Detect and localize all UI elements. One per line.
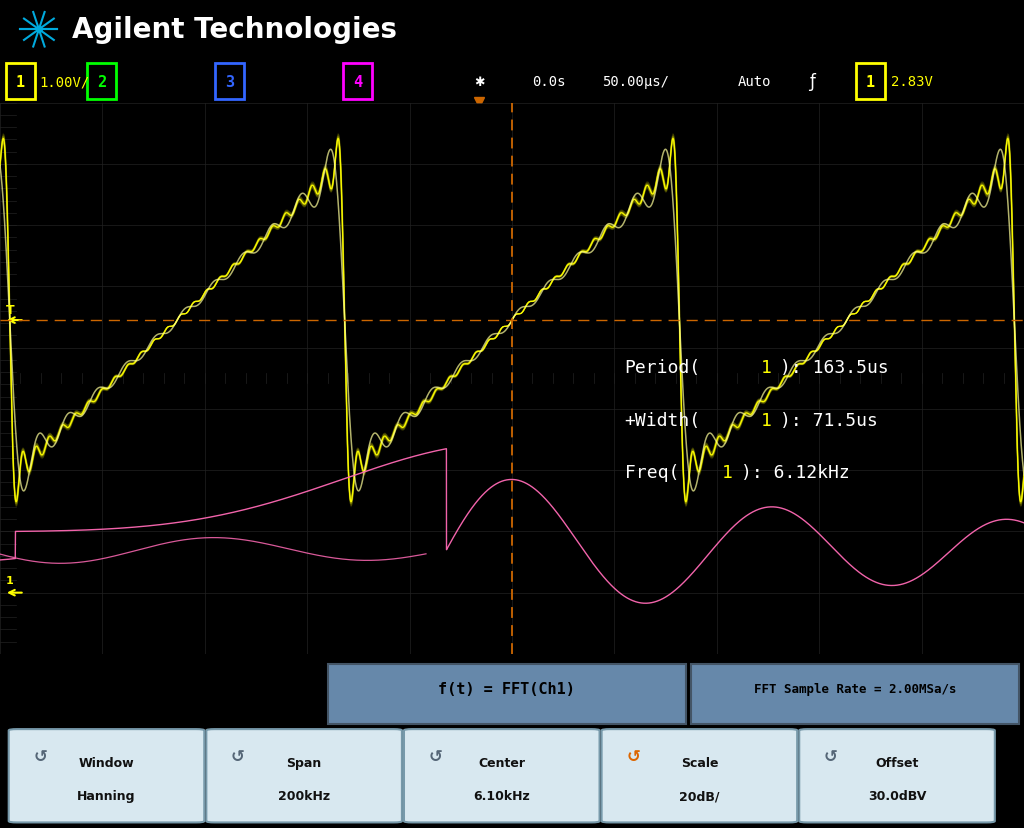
FancyBboxPatch shape [602, 729, 797, 822]
Text: 1.00V/: 1.00V/ [39, 75, 89, 89]
Text: 2.83V: 2.83V [891, 75, 933, 89]
Text: ↺: ↺ [34, 747, 47, 765]
Text: ƒ: ƒ [809, 73, 815, 91]
Text: Window: Window [79, 756, 134, 768]
FancyBboxPatch shape [403, 729, 599, 822]
Text: FRI JUN 29 11:41:11 2018: FRI JUN 29 11:41:11 2018 [753, 22, 1014, 39]
Text: +Width(: +Width( [625, 412, 700, 429]
FancyBboxPatch shape [799, 729, 995, 822]
FancyBboxPatch shape [87, 64, 116, 100]
FancyBboxPatch shape [206, 729, 401, 822]
Text: 2: 2 [97, 75, 105, 89]
FancyBboxPatch shape [328, 665, 686, 724]
Text: ): 6.12kHz: ): 6.12kHz [741, 464, 850, 481]
Text: Span: Span [287, 756, 322, 768]
FancyBboxPatch shape [343, 64, 372, 100]
Text: 3: 3 [225, 75, 233, 89]
FancyBboxPatch shape [691, 665, 1019, 724]
Text: FFT Sample Rate = 2.00MSa/s: FFT Sample Rate = 2.00MSa/s [754, 682, 956, 696]
Text: T: T [6, 303, 14, 316]
Text: 1: 1 [761, 359, 772, 377]
Text: 6.10kHz: 6.10kHz [473, 789, 530, 802]
Text: 30.0dBV: 30.0dBV [867, 789, 927, 802]
FancyBboxPatch shape [6, 64, 35, 100]
Text: Offset: Offset [876, 756, 919, 768]
Text: ): 163.5us: ): 163.5us [780, 359, 889, 377]
Text: 4: 4 [353, 75, 361, 89]
Text: 1: 1 [761, 412, 772, 429]
Text: ): 71.5us: ): 71.5us [780, 412, 879, 429]
Text: More FFT Settings Menu: More FFT Settings Menu [10, 681, 220, 696]
FancyBboxPatch shape [856, 64, 885, 100]
Text: Scale: Scale [681, 756, 718, 768]
Text: Auto: Auto [737, 75, 771, 89]
Text: Center: Center [478, 756, 525, 768]
FancyBboxPatch shape [215, 64, 244, 100]
Text: 50.00μs/: 50.00μs/ [602, 75, 669, 89]
Text: f(t) = FFT(Ch1): f(t) = FFT(Ch1) [438, 681, 575, 696]
Text: 1: 1 [6, 575, 14, 585]
Text: 1: 1 [722, 464, 733, 481]
Text: 200kHz: 200kHz [279, 789, 330, 802]
Text: 1: 1 [866, 75, 874, 89]
Text: ✱: ✱ [474, 75, 484, 89]
Text: ↺: ↺ [627, 747, 640, 765]
Text: ↺: ↺ [823, 747, 838, 765]
Text: Freq(: Freq( [625, 464, 679, 481]
Text: ↺: ↺ [428, 747, 442, 765]
Text: 20dB/: 20dB/ [679, 789, 720, 802]
Text: Period(: Period( [625, 359, 700, 377]
Text: 1: 1 [16, 75, 25, 89]
Text: 0.0s: 0.0s [532, 75, 566, 89]
Text: Agilent Technologies: Agilent Technologies [72, 17, 396, 44]
Text: Hanning: Hanning [77, 789, 136, 802]
Text: ↺: ↺ [230, 747, 245, 765]
FancyBboxPatch shape [9, 729, 205, 822]
